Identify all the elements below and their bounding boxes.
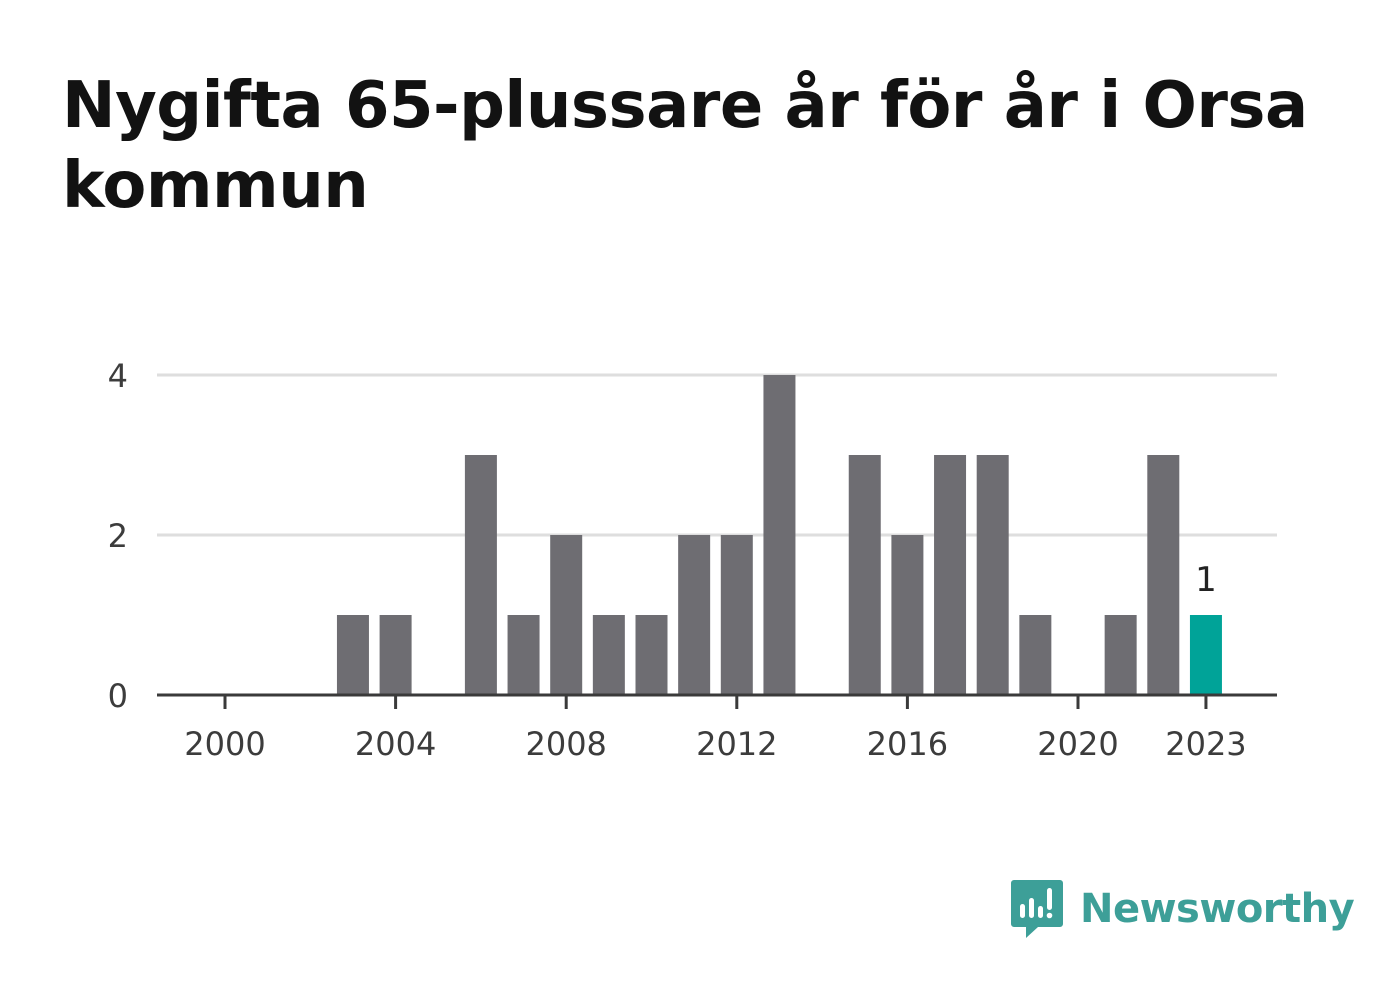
axes <box>157 693 1277 709</box>
bar <box>763 375 796 695</box>
gridlines <box>157 373 1277 537</box>
x-tick-label: 2012 <box>696 725 777 763</box>
bar <box>507 615 540 695</box>
brand-name: Newsworthy <box>1080 886 1355 932</box>
newsworthy-logo-icon <box>1011 880 1063 938</box>
bar <box>1147 455 1180 695</box>
bar <box>336 615 369 695</box>
bar <box>891 535 924 695</box>
x-tick-label: 2008 <box>525 725 606 763</box>
bar <box>464 455 497 695</box>
bar <box>848 455 881 695</box>
bars <box>336 375 1222 695</box>
x-tick-label: 2000 <box>184 725 265 763</box>
bar <box>379 615 412 695</box>
y-tick-label: 0 <box>108 677 128 715</box>
x-tick-label: 2020 <box>1037 725 1118 763</box>
bar <box>550 535 583 695</box>
x-tick-label: 2023 <box>1165 725 1246 763</box>
bar <box>934 455 967 695</box>
bar <box>1019 615 1052 695</box>
bar <box>678 535 711 695</box>
newsworthy-brand: Newsworthy <box>1010 878 1355 940</box>
y-tick-label: 4 <box>108 357 128 395</box>
bar <box>1104 615 1137 695</box>
bar-highlight <box>1189 615 1222 695</box>
bar <box>720 535 753 695</box>
bar <box>635 615 668 695</box>
x-tick-label: 2016 <box>867 725 948 763</box>
bar <box>592 615 625 695</box>
x-tick-label: 2004 <box>355 725 436 763</box>
bar <box>976 455 1009 695</box>
highlight-value-label: 1 <box>1195 560 1217 600</box>
chart-title: Nygifta 65-plussare år för år i Orsa kom… <box>62 69 1308 223</box>
y-tick-label: 2 <box>108 517 128 555</box>
labels: 0 2 4 1 2000 2004 2008 2012 2016 2020 2023 <box>108 357 1247 763</box>
